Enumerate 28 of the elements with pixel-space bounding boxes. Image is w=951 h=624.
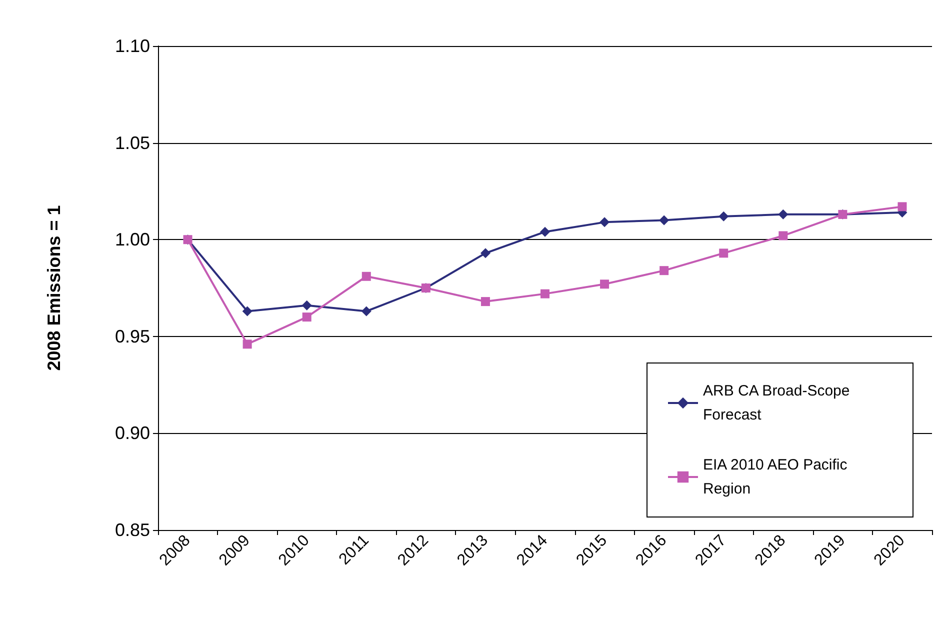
y-tick-label: 1.00 bbox=[114, 230, 150, 250]
point bbox=[540, 226, 550, 237]
point bbox=[660, 266, 669, 276]
point bbox=[778, 209, 788, 220]
point bbox=[600, 280, 610, 289]
point bbox=[778, 231, 788, 240]
point bbox=[659, 215, 670, 226]
point bbox=[600, 217, 610, 228]
point bbox=[898, 202, 907, 212]
y-tick-label: 0.90 bbox=[114, 423, 150, 444]
point bbox=[361, 306, 372, 316]
point bbox=[540, 289, 550, 298]
y-tick-label: 1.05 bbox=[114, 132, 150, 153]
point bbox=[362, 272, 371, 281]
point bbox=[302, 312, 312, 322]
point bbox=[242, 306, 252, 316]
point bbox=[719, 248, 728, 258]
y-axis-title: 2008 Emissions = 1 bbox=[44, 205, 64, 371]
y-tick-label: 0.85 bbox=[114, 520, 150, 540]
legend-label: EIA 2010 AEO Pacific Region bbox=[703, 456, 852, 498]
point bbox=[718, 211, 729, 222]
y-tick-label: 1.10 bbox=[114, 36, 150, 56]
point bbox=[242, 340, 252, 349]
y-tick-label: 0.95 bbox=[114, 326, 150, 346]
legend-label: ARB CA Broad-Scope Forecast bbox=[703, 382, 854, 424]
point bbox=[302, 300, 312, 310]
point bbox=[480, 297, 490, 306]
point bbox=[480, 248, 490, 258]
